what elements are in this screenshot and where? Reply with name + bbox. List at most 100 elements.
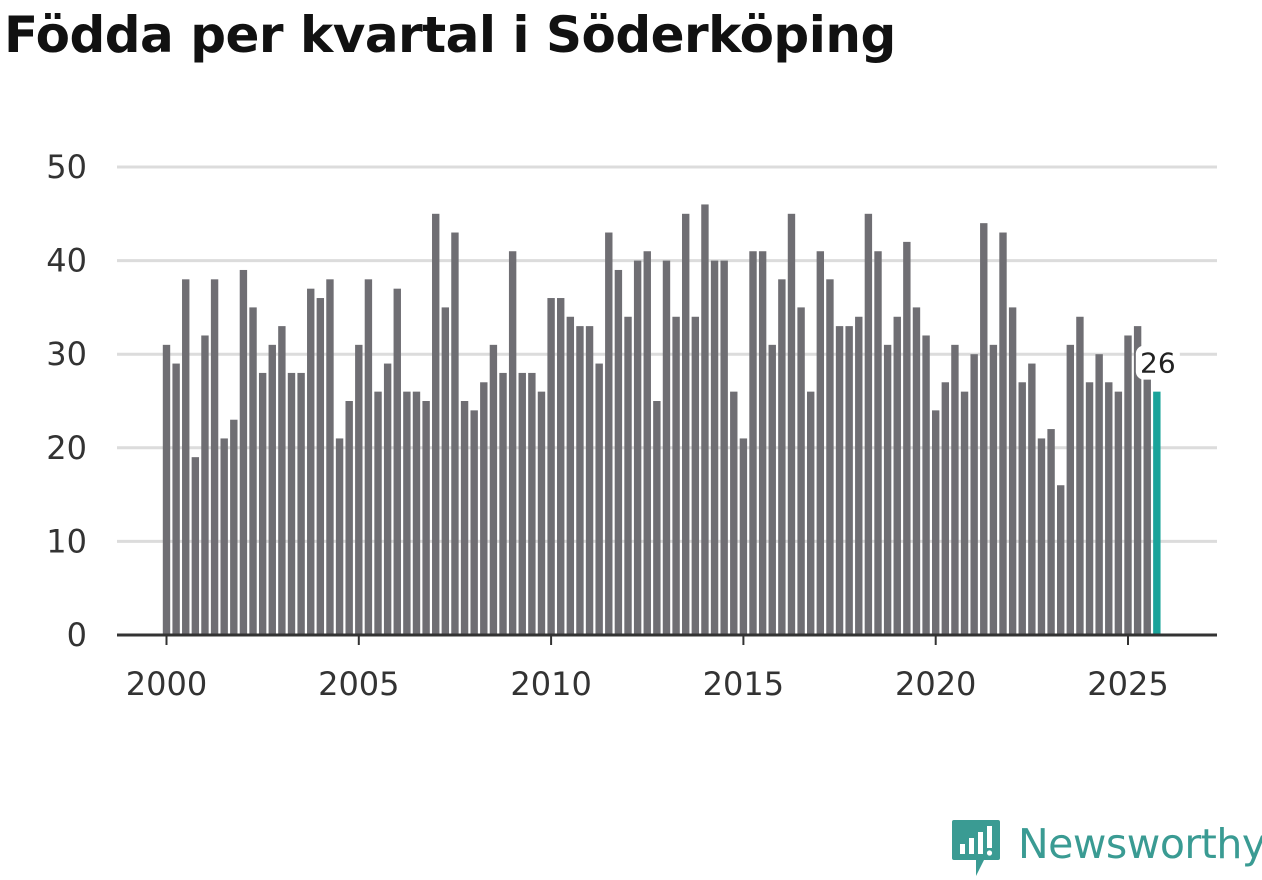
bar — [672, 316, 680, 635]
bar — [691, 316, 700, 635]
bar — [355, 344, 363, 635]
bar — [258, 372, 267, 635]
bar-highlighted — [1153, 391, 1161, 635]
bar — [855, 316, 863, 635]
bar — [730, 391, 738, 635]
bar — [278, 326, 286, 635]
bar — [835, 326, 844, 635]
bar — [432, 213, 440, 636]
bar — [595, 363, 603, 635]
bar — [1018, 382, 1026, 635]
bar — [403, 391, 411, 635]
bar — [307, 288, 315, 635]
bar — [576, 326, 584, 635]
bar — [422, 401, 430, 635]
bar — [268, 344, 276, 635]
bar — [547, 298, 555, 635]
bar — [451, 232, 459, 635]
bar — [816, 251, 825, 636]
bar — [1114, 391, 1123, 635]
bar — [239, 269, 248, 635]
bar — [528, 372, 536, 635]
bar — [768, 344, 776, 635]
bar — [412, 391, 421, 635]
x-tick-label: 2005 — [318, 665, 399, 703]
bar — [162, 344, 171, 635]
y-axis-labels: 0 10 20 30 40 50 — [46, 148, 87, 654]
bar — [883, 344, 892, 635]
bar — [720, 260, 728, 635]
bar — [643, 251, 651, 636]
bar — [624, 316, 632, 635]
bar — [605, 232, 613, 635]
bar — [297, 372, 305, 635]
bar — [1105, 382, 1113, 635]
y-tick-label: 20 — [46, 429, 87, 467]
bar — [633, 260, 642, 635]
bar — [787, 213, 796, 636]
bar — [220, 438, 228, 635]
x-tick-label: 2010 — [510, 665, 591, 703]
bar — [701, 204, 709, 635]
bar — [1143, 377, 1151, 635]
bar — [249, 307, 257, 635]
bar — [518, 372, 526, 635]
bar — [653, 401, 661, 635]
bar — [999, 232, 1007, 635]
x-tick-label: 2000 — [126, 665, 207, 703]
bar — [326, 279, 334, 635]
bar — [970, 354, 978, 635]
bar — [845, 326, 853, 635]
bar — [874, 251, 882, 636]
bar — [1124, 335, 1132, 635]
bar — [1095, 354, 1103, 635]
bar — [393, 288, 401, 635]
chart-title: Födda per kvartal i Söderköping — [4, 6, 896, 64]
bar — [374, 391, 382, 635]
bar — [316, 298, 325, 635]
newsworthy-logo: Newsworthy — [948, 818, 1262, 878]
bar — [941, 382, 950, 635]
bar — [778, 279, 786, 635]
newsworthy-logo-icon — [952, 820, 1000, 876]
bar — [499, 372, 507, 635]
bar — [480, 382, 488, 635]
bar — [797, 307, 805, 635]
bar — [364, 279, 373, 635]
bars — [162, 204, 1161, 636]
last-value-label: 26 — [1140, 347, 1176, 380]
x-tick-label: 2020 — [895, 665, 976, 703]
bar — [287, 372, 296, 635]
x-axis-ticks — [165, 635, 1129, 645]
bar — [826, 279, 834, 635]
bar — [922, 335, 930, 635]
bar — [864, 213, 873, 636]
y-tick-label: 30 — [46, 335, 87, 373]
bar — [470, 410, 478, 635]
bar — [682, 213, 690, 636]
bar — [749, 251, 757, 636]
y-tick-label: 40 — [46, 242, 87, 280]
bar — [951, 344, 959, 635]
bar — [210, 279, 219, 635]
bar — [1008, 307, 1017, 635]
bar — [989, 344, 998, 635]
x-axis-labels: 2000 2005 2010 2015 2020 2025 — [126, 665, 1169, 703]
bar — [508, 251, 517, 636]
bar — [441, 307, 450, 635]
y-tick-label: 10 — [46, 522, 87, 560]
bar — [1133, 326, 1142, 635]
bar — [557, 298, 565, 635]
bar — [1085, 382, 1094, 635]
bar — [932, 410, 940, 635]
bar — [893, 316, 901, 635]
bar — [710, 260, 719, 635]
last-value-annotation: 26 — [1135, 345, 1180, 380]
bar — [191, 457, 200, 635]
bar — [903, 241, 911, 635]
bar — [335, 438, 344, 635]
y-tick-label: 0 — [67, 616, 87, 654]
bar — [1066, 344, 1075, 635]
bar — [1057, 485, 1065, 635]
